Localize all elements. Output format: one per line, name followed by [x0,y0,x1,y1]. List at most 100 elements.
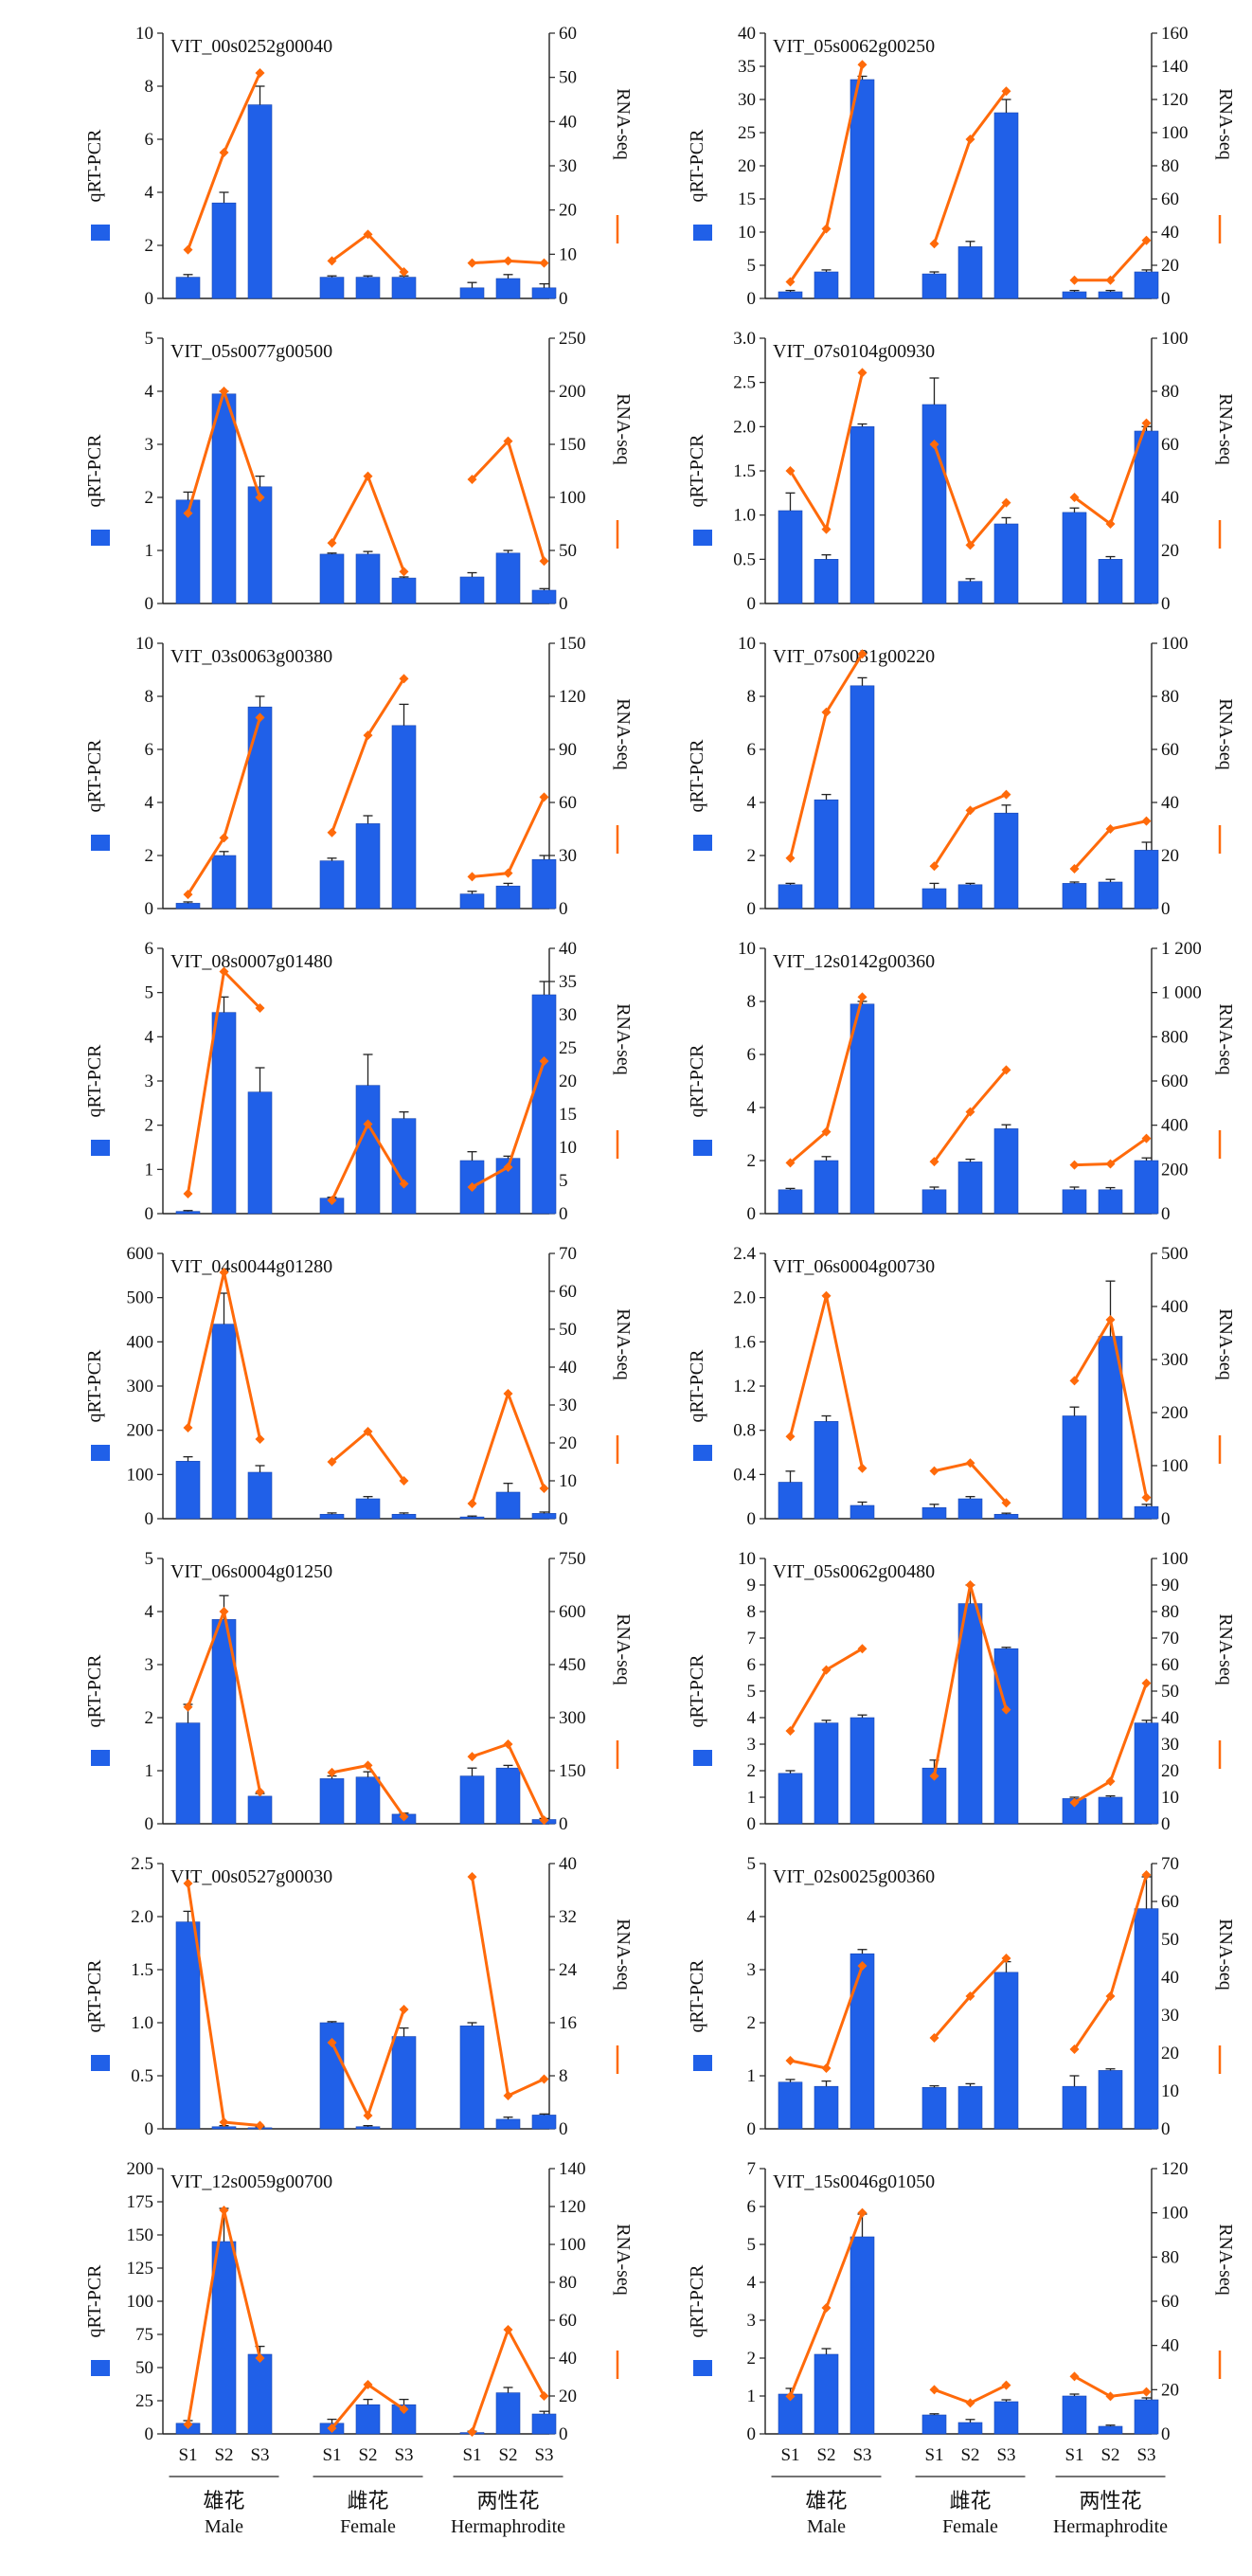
right-tick-label: 20 [1161,256,1179,276]
qrt-pcr-bar [1062,512,1087,604]
rna-seq-point [327,2423,337,2433]
gene-title: VIT_00s0252g00040 [170,36,332,57]
gene-title: VIT_06s0004g00730 [773,1256,935,1277]
qrt-pcr-bar [211,393,237,604]
qrt-pcr-bar [778,510,803,604]
rna-seq-point [1105,1159,1116,1169]
rna-seq-point [539,2074,549,2084]
rna-seq-point [821,524,832,534]
qrt-pcr-legend-swatch [91,530,110,546]
rna-seq-point [539,258,549,268]
chart-panel-3: 0 0.5 1.0 1.5 2.0 2.5 3.0 0 20 40 60 80 100 VIT_07s01… [687,329,1236,614]
left-tick-label: 0 [747,2119,757,2139]
qrt-pcr-bar [211,202,237,299]
qrt-pcr-bar [957,2085,983,2130]
left-tick-label: 40 [738,24,756,44]
right-tick-label: 30 [559,1005,577,1025]
sample-label: S1 [1064,2445,1083,2465]
left-axis-title: qRT-PCR [84,434,105,508]
group-label-en: Hermaphrodite [451,2516,565,2537]
rna-seq-point [183,508,193,518]
qrt-pcr-bar [921,888,947,910]
qrt-pcr-bar [391,2036,417,2130]
group-label-cn: 雌花 [949,2489,991,2513]
right-tick-label: 30 [1161,1735,1179,1755]
left-axis-title: qRT-PCR [687,1044,707,1118]
qrt-pcr-legend-swatch [693,2055,712,2071]
rna-seq-point [399,1811,409,1822]
qrt-pcr-bar [319,277,345,299]
left-tick-label: 35 [738,57,756,77]
qrt-pcr-bar [1098,881,1123,910]
chart-panel-13: 012345010203040506070VIT_02s0025g00360qR… [687,1854,1236,2139]
qrt-pcr-bar [391,725,417,910]
rna-seq-point [363,471,373,481]
rna-seq-point [965,1991,975,2001]
sample-label: S3 [250,2445,269,2465]
qrt-pcr-bar [814,559,839,604]
left-tick-label: 2 [747,2349,757,2369]
qrt-pcr-bar [495,1767,521,1825]
right-tick-label: 50 [1161,1682,1179,1702]
qrt-pcr-bar [175,277,201,299]
left-tick-label: 1 [145,1160,154,1180]
qrt-pcr-bar [814,799,839,910]
right-tick-label: 40 [559,2349,577,2369]
sample-label: S1 [322,2445,341,2465]
left-tick-label: 8 [145,687,154,707]
left-tick-label: 30 [738,90,756,110]
left-tick-label: 4 [145,1602,154,1622]
left-tick-label: 500 [127,1288,154,1308]
right-tick-label: 20 [1161,541,1179,561]
rna-seq-point [183,1423,193,1432]
left-tick-label: 2 [747,2013,757,2033]
qrt-pcr-bar [495,2392,521,2435]
right-tick-label: 100 [1161,123,1189,143]
left-tick-label: 75 [135,2325,153,2345]
right-axis-title: RNA-seq [613,393,634,465]
right-tick-label: 32 [559,1907,577,1927]
left-axis-title: qRT-PCR [687,1349,707,1423]
rna-seq-point [821,707,832,717]
rna-seq-point [821,2303,832,2313]
qrt-pcr-bar [850,79,875,299]
left-tick-label: 7 [747,1629,757,1648]
group-label-cn: 雄花 [203,2489,244,2513]
left-tick-label: 1 [145,1761,154,1781]
left-tick-label: 2 [747,846,757,866]
qrt-pcr-bar [814,1421,839,1520]
qrt-pcr-bar [921,2087,947,2130]
qrt-pcr-bar [247,2353,273,2435]
rna-seq-point [503,1389,513,1398]
left-tick-label: 2.0 [733,1288,756,1308]
left-tick-label: 1 [747,1788,757,1808]
rna-seq-point [255,712,265,723]
rna-seq-point [183,890,193,900]
qrt-pcr-bar [531,287,557,299]
left-tick-label: 2 [145,488,154,508]
gene-title: VIT_05s0062g00250 [773,36,935,57]
sample-label: S3 [852,2445,871,2465]
chart-panel-5: 0246810020406080100VIT_07s0031g00220qRT-… [687,634,1236,919]
qrt-pcr-bar [921,2414,947,2435]
qrt-pcr-bar [1098,1189,1123,1215]
right-tick-label: 40 [1161,1708,1179,1728]
left-tick-label: 4 [747,793,757,813]
qrt-pcr-bar [391,1118,417,1215]
qrt-pcr-bar [993,1972,1019,2130]
qrt-pcr-bar [778,2081,803,2130]
qrt-pcr-legend-swatch [693,1140,712,1156]
left-tick-label: 125 [127,2259,154,2279]
qrt-pcr-bar [247,1471,273,1520]
gene-title: VIT_15s0046g01050 [773,2171,935,2192]
group-label-cn: 两性花 [476,2489,539,2513]
qrt-pcr-bar [993,812,1019,910]
qrt-pcr-bar [1098,2070,1123,2130]
qrt-pcr-bar [1098,2425,1123,2435]
rna-seq-point [363,1427,373,1436]
rna-seq-point [929,1157,939,1167]
rna-seq-point [503,2325,513,2334]
left-tick-label: 25 [738,123,756,143]
left-tick-label: 1.0 [131,2013,153,2033]
